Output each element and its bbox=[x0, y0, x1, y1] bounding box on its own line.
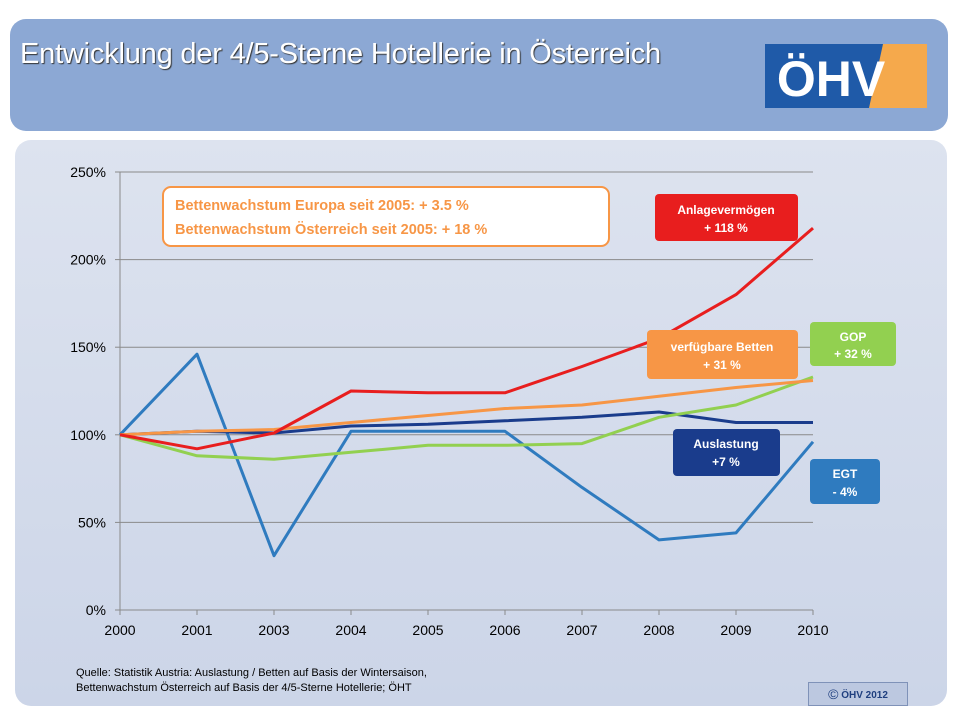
source-line-1: Quelle: Statistik Austria: Auslastung / … bbox=[76, 667, 427, 679]
y-tick-label: 250% bbox=[70, 164, 106, 180]
x-tick-label: 2008 bbox=[643, 622, 674, 638]
label-betten: verfügbare Betten + 31 % bbox=[647, 330, 798, 379]
label-betten-line2: + 31 % bbox=[703, 358, 741, 372]
label-gop: GOP + 32 % bbox=[810, 322, 896, 366]
label-egt-line2: - 4% bbox=[833, 485, 858, 499]
x-tick-label: 2001 bbox=[181, 622, 212, 638]
series-line-betten bbox=[119, 379, 814, 437]
y-tick-label: 50% bbox=[78, 514, 106, 530]
y-tick-label: 150% bbox=[70, 339, 106, 355]
copyright-symbol: © bbox=[828, 686, 839, 702]
source-line-2: Bettenwachstum Österreich auf Basis der … bbox=[76, 682, 412, 694]
label-egt-line1: EGT bbox=[833, 467, 858, 481]
label-auslastung-line2: +7 % bbox=[712, 455, 740, 469]
series-line-gop bbox=[119, 375, 814, 461]
x-tick-label: 2003 bbox=[258, 622, 289, 638]
bettenwachstum-box bbox=[162, 186, 610, 247]
label-gop-line2: + 32 % bbox=[834, 347, 872, 361]
logo-text: ÖHV bbox=[777, 51, 886, 107]
label-egt: EGT - 4% bbox=[810, 459, 880, 504]
page-title: Entwicklung der 4/5-Sterne Hotellerie in… bbox=[20, 38, 661, 70]
label-anlage-line1: Anlagevermögen bbox=[677, 203, 774, 217]
label-gop-line1: GOP bbox=[840, 330, 867, 344]
x-tick-label: 2009 bbox=[720, 622, 751, 638]
box-line-1: Bettenwachstum Europa seit 2005: + 3.5 % bbox=[175, 198, 469, 214]
copyright-badge: © ÖHV 2012 bbox=[808, 682, 908, 706]
label-auslastung: Auslastung +7 % bbox=[673, 429, 780, 476]
series-line-egt bbox=[118, 352, 815, 558]
x-tick-label: 2006 bbox=[489, 622, 520, 638]
label-anlage-line2: + 118 % bbox=[704, 221, 748, 235]
series-line-anlage bbox=[119, 226, 814, 451]
source-note: Quelle: Statistik Austria: Auslastung / … bbox=[76, 666, 427, 696]
series-lines bbox=[118, 226, 815, 558]
label-betten-line1: verfügbare Betten bbox=[671, 340, 774, 354]
ohv-logo: ÖHV bbox=[765, 44, 927, 108]
x-tick-label: 2010 bbox=[797, 622, 828, 638]
y-tick-label: 100% bbox=[70, 427, 106, 443]
y-tick-label: 0% bbox=[86, 602, 106, 618]
x-tick-label: 2007 bbox=[566, 622, 597, 638]
y-tick-label: 200% bbox=[70, 252, 106, 268]
x-tick-label: 2000 bbox=[104, 622, 135, 638]
series-line-auslastung bbox=[119, 410, 813, 437]
label-auslastung-line1: Auslastung bbox=[693, 437, 758, 451]
label-anlagevermoegen: Anlagevermögen + 118 % bbox=[655, 194, 798, 241]
axes: 0% 50% 100% 150% 200% 250% 2000 2001 2003 2004 200… bbox=[70, 164, 829, 638]
x-tick-label: 2004 bbox=[335, 622, 366, 638]
x-tick-label: 2005 bbox=[412, 622, 443, 638]
box-line-2: Bettenwachstum Österreich seit 2005: + 1… bbox=[175, 221, 487, 238]
copyright-text: ÖHV 2012 bbox=[841, 690, 888, 701]
